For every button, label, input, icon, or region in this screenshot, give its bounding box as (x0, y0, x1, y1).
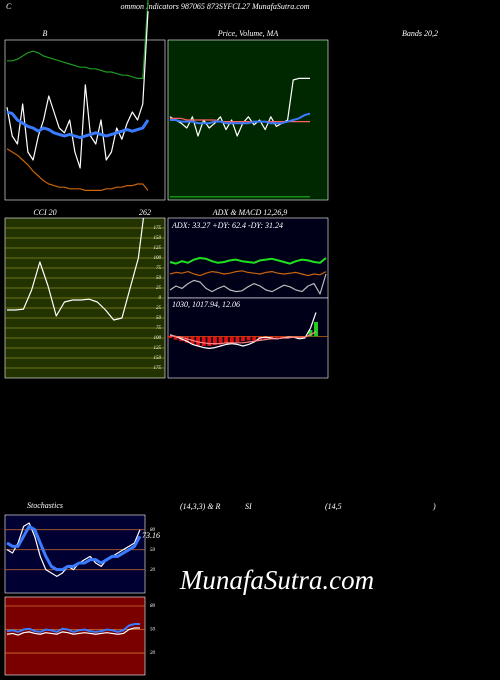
series-line (169, 331, 317, 345)
series-line (7, 218, 145, 321)
histogram-bar (229, 336, 234, 343)
panel (167, 217, 329, 299)
histogram-bar (196, 336, 201, 346)
histogram-bar (252, 336, 257, 341)
panel (4, 39, 166, 201)
y-tick-label: 80 (150, 604, 156, 609)
y-tick-label: 100 (154, 256, 162, 261)
y-tick-label: 50 (156, 276, 162, 281)
y-tick-label: 100 (154, 336, 162, 341)
series-line (6, 148, 149, 191)
annotation: ADX: 33.27 +DY: 62.4 -DY: 31.24 (171, 221, 283, 230)
y-tick-label: 50 (150, 628, 156, 633)
page-title: ommon Indicators 987065 873SYFCL27 Munaf… (120, 2, 309, 11)
histogram-bar (212, 336, 217, 346)
y-tick-label: 175 (154, 226, 162, 231)
close-paren: ) (432, 502, 436, 511)
y-tick-label: 80 (150, 528, 156, 533)
panel-title: CCI 20 (33, 208, 56, 217)
y-tick-label: 150 (154, 356, 162, 361)
series-line (6, 522, 141, 577)
y-tick-label: 125 (154, 346, 162, 351)
histogram-bar (218, 336, 223, 345)
histogram-bar (280, 336, 285, 338)
y-tick-label: 20 (150, 651, 156, 656)
histogram-bar (274, 336, 279, 338)
y-tick-label: 20 (150, 568, 156, 573)
histogram-bar (184, 336, 189, 343)
series-line (170, 112, 311, 125)
panel (4, 596, 146, 676)
panel-title: ADX & MACD 12,26,9 (212, 208, 287, 217)
y-tick-label: 50 (150, 548, 156, 553)
histogram-bar (241, 336, 245, 342)
title-prefix: C (6, 2, 12, 11)
annotation: 73.16 (142, 531, 160, 540)
rsi-title: SI (245, 502, 252, 511)
panel-content (169, 257, 327, 295)
y-tick-label: 50 (156, 316, 162, 321)
histogram-bar (224, 336, 229, 344)
panel-title: B (43, 29, 48, 38)
y-tick-label: 125 (154, 246, 162, 251)
series-line (7, 0, 149, 80)
y-tick-label: 75 (156, 266, 162, 271)
y-tick-label: 25 (156, 286, 162, 291)
annotation: 1030, 1017.94, 12.06 (172, 300, 240, 309)
panel-content (5, 218, 165, 369)
histogram-bar (246, 336, 251, 341)
histogram-bar (207, 336, 212, 346)
y-tick-label: 75 (156, 326, 162, 331)
histogram-bar (308, 330, 313, 337)
histogram-bar (201, 336, 206, 346)
panel-content (168, 312, 328, 349)
stoch-params: (14,3,3) & R (180, 502, 221, 511)
value-label: 262 (139, 208, 151, 217)
series-line (169, 257, 327, 265)
bands-label: Bands 20,2 (402, 29, 438, 38)
series-line (6, 524, 142, 572)
histogram-bar (235, 336, 240, 342)
series-line (6, 627, 140, 636)
histogram-bar (314, 322, 318, 337)
y-tick-label: 175 (154, 366, 162, 371)
panel-title: Stochastics (27, 501, 63, 510)
y-tick-label: 0 (159, 296, 162, 301)
rsi-params: (14,5 (325, 502, 342, 511)
panel-title: Price, Volume, MA (217, 29, 279, 38)
series-line (6, 110, 150, 140)
y-tick-label: 150 (154, 236, 162, 241)
histogram-bar (173, 336, 178, 340)
series-line (169, 273, 327, 295)
series-line (6, 623, 140, 633)
watermark: MunafaSutra.com (179, 565, 374, 595)
y-tick-label: 25 (156, 306, 162, 311)
histogram-bar (168, 336, 172, 338)
series-line (169, 270, 327, 277)
